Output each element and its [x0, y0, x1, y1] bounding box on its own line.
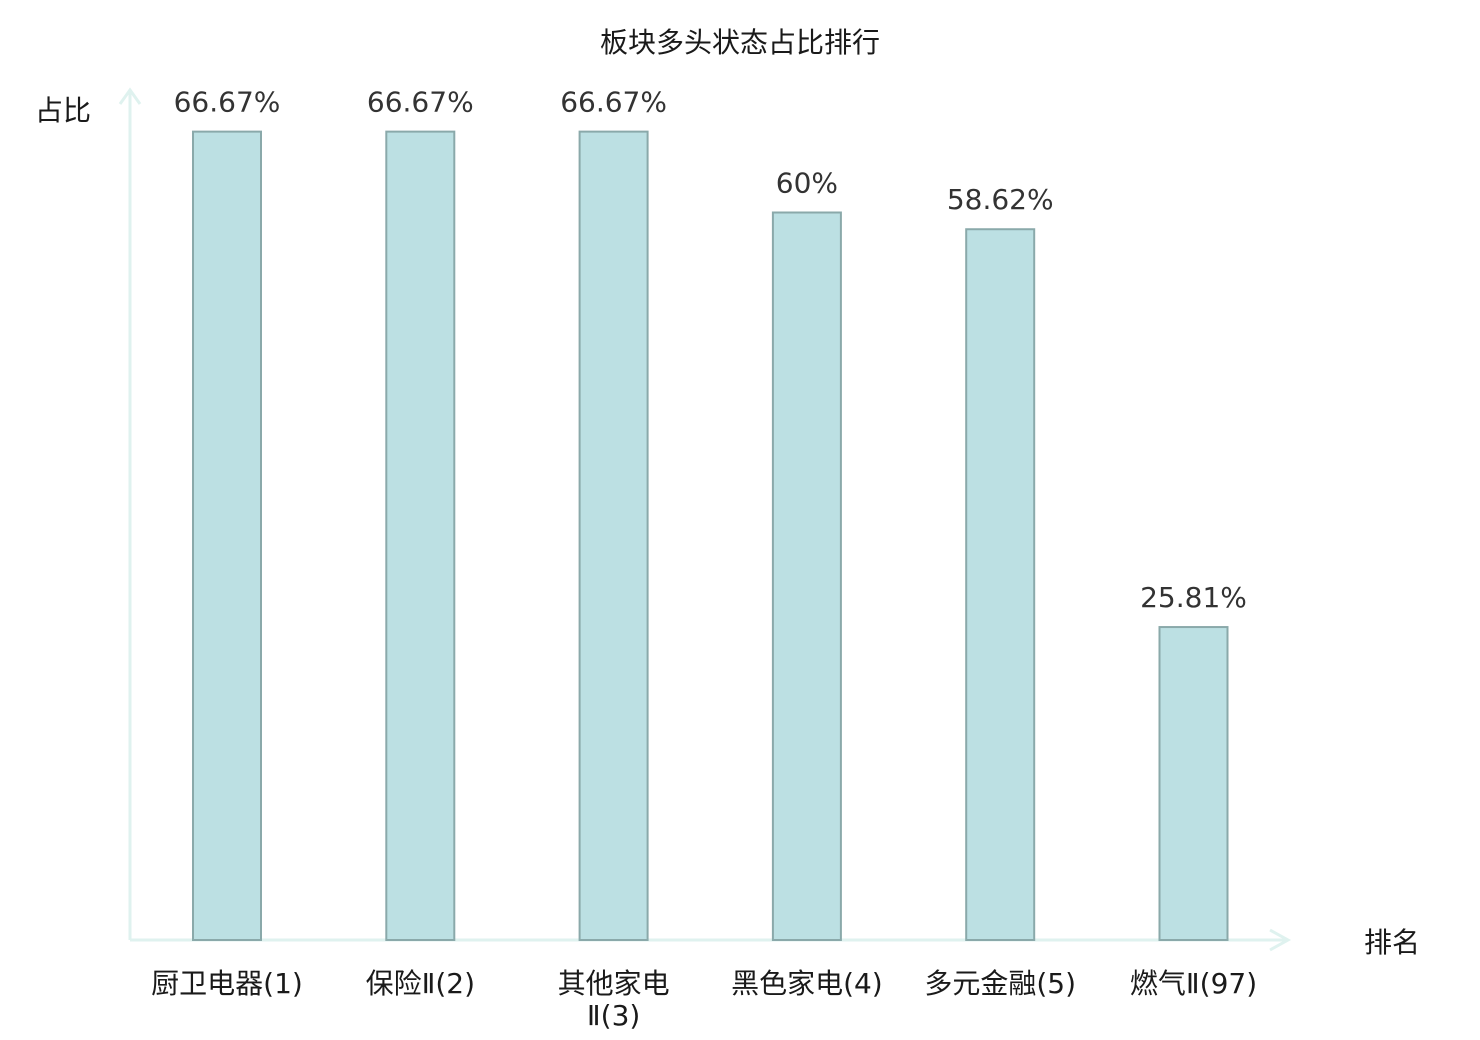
category-label-line: 多元金融(5): [924, 967, 1076, 1000]
category-label-line: 燃气Ⅱ(97): [1130, 967, 1257, 1000]
value-label-2: 66.67%: [367, 86, 474, 119]
category-label-6: 燃气Ⅱ(97): [1130, 967, 1257, 1000]
category-label-2: 保险Ⅱ(2): [366, 967, 475, 1000]
category-label-3: 其他家电 Ⅱ(3): [558, 967, 670, 1032]
value-label-1: 66.67%: [174, 86, 281, 119]
x-axis: [130, 928, 1292, 952]
category-label-line: 黑色家电(4): [731, 967, 883, 1000]
bar-4: [771, 211, 842, 941]
category-label-1: 厨卫电器(1): [151, 967, 303, 1000]
bars-group: [192, 130, 1229, 942]
category-label-5: 多元金融(5): [924, 967, 1076, 1000]
value-labels-group: 66.67% 66.67% 66.67% 60% 58.62% 25.81%: [174, 86, 1247, 614]
category-label-line: Ⅱ(3): [587, 999, 640, 1032]
bar-1: [192, 130, 262, 942]
value-label-5: 58.62%: [947, 183, 1054, 216]
bar-5: [965, 228, 1036, 942]
chart-title: 板块多头状态占比排行: [600, 26, 880, 59]
x-axis-label: 排名: [1364, 926, 1420, 959]
value-label-4: 60%: [776, 167, 838, 200]
value-label-3: 66.67%: [560, 86, 667, 119]
value-label-6: 25.81%: [1140, 581, 1247, 614]
category-label-line: 其他家电: [558, 967, 670, 1000]
bar-3: [578, 130, 649, 942]
bar-6: [1158, 626, 1229, 942]
bar-2: [385, 130, 456, 942]
category-labels-group: 厨卫电器(1) 保险Ⅱ(2) 其他家电 Ⅱ(3) 黑色家电(4) 多元金融(5) 燃气Ⅱ(9…: [151, 967, 1257, 1032]
y-axis: [118, 87, 142, 940]
category-label-line: 厨卫电器(1): [151, 967, 303, 1000]
category-label-4: 黑色家电(4): [731, 967, 883, 1000]
y-axis-label: 占比: [35, 94, 91, 127]
category-label-line: 保险Ⅱ(2): [366, 967, 475, 1000]
